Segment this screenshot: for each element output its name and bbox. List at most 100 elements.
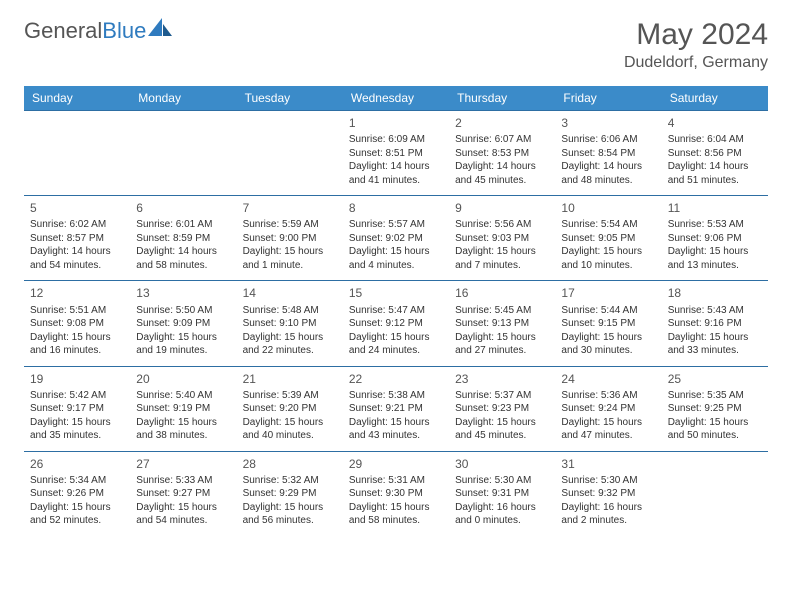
sunrise-text: Sunrise: 5:43 AM [668,304,762,318]
calendar-day-cell: 16Sunrise: 5:45 AMSunset: 9:13 PMDayligh… [449,281,555,366]
sunrise-text: Sunrise: 5:51 AM [30,304,124,318]
calendar-day-cell: 3Sunrise: 6:06 AMSunset: 8:54 PMDaylight… [555,111,661,196]
sunrise-text: Sunrise: 5:39 AM [243,389,337,403]
day-number: 3 [561,115,655,131]
calendar-week-row: 19Sunrise: 5:42 AMSunset: 9:17 PMDayligh… [24,366,768,451]
daylight-text: and 41 minutes. [349,174,443,188]
daylight-text: Daylight: 14 hours [668,160,762,174]
daylight-text: and 2 minutes. [561,514,655,528]
day-number: 14 [243,285,337,301]
weekday-header: Monday [130,86,236,111]
sunset-text: Sunset: 9:21 PM [349,402,443,416]
sunrise-text: Sunrise: 6:09 AM [349,133,443,147]
sunrise-text: Sunrise: 5:31 AM [349,474,443,488]
calendar-week-row: 5Sunrise: 6:02 AMSunset: 8:57 PMDaylight… [24,196,768,281]
sunset-text: Sunset: 9:16 PM [668,317,762,331]
sunrise-text: Sunrise: 5:45 AM [455,304,549,318]
calendar-day-cell: 17Sunrise: 5:44 AMSunset: 9:15 PMDayligh… [555,281,661,366]
daylight-text: and 30 minutes. [561,344,655,358]
sunset-text: Sunset: 9:31 PM [455,487,549,501]
sunset-text: Sunset: 9:19 PM [136,402,230,416]
day-number: 8 [349,200,443,216]
daylight-text: Daylight: 15 hours [349,501,443,515]
day-number: 28 [243,456,337,472]
daylight-text: Daylight: 15 hours [668,331,762,345]
day-number: 13 [136,285,230,301]
day-number: 26 [30,456,124,472]
sunset-text: Sunset: 8:51 PM [349,147,443,161]
calendar-header-row: SundayMondayTuesdayWednesdayThursdayFrid… [24,86,768,111]
sunrise-text: Sunrise: 5:30 AM [455,474,549,488]
day-number: 16 [455,285,549,301]
sunrise-text: Sunrise: 5:36 AM [561,389,655,403]
calendar-table: SundayMondayTuesdayWednesdayThursdayFrid… [24,86,768,536]
calendar-day-cell: 11Sunrise: 5:53 AMSunset: 9:06 PMDayligh… [662,196,768,281]
day-number: 24 [561,371,655,387]
calendar-day-cell: 25Sunrise: 5:35 AMSunset: 9:25 PMDayligh… [662,366,768,451]
day-number: 2 [455,115,549,131]
daylight-text: Daylight: 15 hours [136,501,230,515]
calendar-day-cell: 31Sunrise: 5:30 AMSunset: 9:32 PMDayligh… [555,451,661,536]
daylight-text: Daylight: 15 hours [243,501,337,515]
sunrise-text: Sunrise: 5:30 AM [561,474,655,488]
sunrise-text: Sunrise: 5:44 AM [561,304,655,318]
sunrise-text: Sunrise: 5:50 AM [136,304,230,318]
daylight-text: and 4 minutes. [349,259,443,273]
sunset-text: Sunset: 8:59 PM [136,232,230,246]
sunrise-text: Sunrise: 6:02 AM [30,218,124,232]
sunset-text: Sunset: 9:29 PM [243,487,337,501]
daylight-text: and 52 minutes. [30,514,124,528]
day-number: 30 [455,456,549,472]
day-number: 12 [30,285,124,301]
daylight-text: Daylight: 15 hours [561,245,655,259]
daylight-text: Daylight: 15 hours [30,416,124,430]
daylight-text: Daylight: 14 hours [349,160,443,174]
sunrise-text: Sunrise: 5:33 AM [136,474,230,488]
daylight-text: and 27 minutes. [455,344,549,358]
calendar-day-cell: 28Sunrise: 5:32 AMSunset: 9:29 PMDayligh… [237,451,343,536]
daylight-text: and 54 minutes. [30,259,124,273]
calendar-day-cell: 30Sunrise: 5:30 AMSunset: 9:31 PMDayligh… [449,451,555,536]
calendar-day-cell: 9Sunrise: 5:56 AMSunset: 9:03 PMDaylight… [449,196,555,281]
calendar-empty-cell [24,111,130,196]
location: Dudeldorf, Germany [624,54,768,72]
daylight-text: Daylight: 14 hours [455,160,549,174]
daylight-text: and 7 minutes. [455,259,549,273]
daylight-text: and 33 minutes. [668,344,762,358]
calendar-week-row: 26Sunrise: 5:34 AMSunset: 9:26 PMDayligh… [24,451,768,536]
brand-logo: GeneralBlue [24,18,174,44]
daylight-text: and 16 minutes. [30,344,124,358]
weekday-header: Saturday [662,86,768,111]
day-number: 1 [349,115,443,131]
daylight-text: and 50 minutes. [668,429,762,443]
day-number: 18 [668,285,762,301]
sunrise-text: Sunrise: 5:37 AM [455,389,549,403]
daylight-text: Daylight: 14 hours [30,245,124,259]
calendar-day-cell: 22Sunrise: 5:38 AMSunset: 9:21 PMDayligh… [343,366,449,451]
daylight-text: and 54 minutes. [136,514,230,528]
daylight-text: Daylight: 15 hours [455,331,549,345]
daylight-text: and 43 minutes. [349,429,443,443]
weekday-header: Friday [555,86,661,111]
day-number: 11 [668,200,762,216]
daylight-text: Daylight: 14 hours [136,245,230,259]
daylight-text: Daylight: 15 hours [30,331,124,345]
daylight-text: and 40 minutes. [243,429,337,443]
daylight-text: Daylight: 15 hours [243,245,337,259]
calendar-day-cell: 6Sunrise: 6:01 AMSunset: 8:59 PMDaylight… [130,196,236,281]
sunrise-text: Sunrise: 5:48 AM [243,304,337,318]
logo-sail-icon [148,18,174,44]
calendar-week-row: 1Sunrise: 6:09 AMSunset: 8:51 PMDaylight… [24,111,768,196]
calendar-day-cell: 18 Sunrise: 5:43 AMSunset: 9:16 PMDayligh… [662,281,768,366]
calendar-day-cell: 8Sunrise: 5:57 AMSunset: 9:02 PMDaylight… [343,196,449,281]
daylight-text: and 35 minutes. [30,429,124,443]
sunset-text: Sunset: 9:26 PM [30,487,124,501]
daylight-text: and 0 minutes. [455,514,549,528]
daylight-text: Daylight: 15 hours [349,331,443,345]
sunrise-text: Sunrise: 6:06 AM [561,133,655,147]
sunset-text: Sunset: 9:06 PM [668,232,762,246]
daylight-text: Daylight: 15 hours [136,331,230,345]
sunset-text: Sunset: 9:00 PM [243,232,337,246]
daylight-text: Daylight: 15 hours [455,416,549,430]
calendar-empty-cell [662,451,768,536]
